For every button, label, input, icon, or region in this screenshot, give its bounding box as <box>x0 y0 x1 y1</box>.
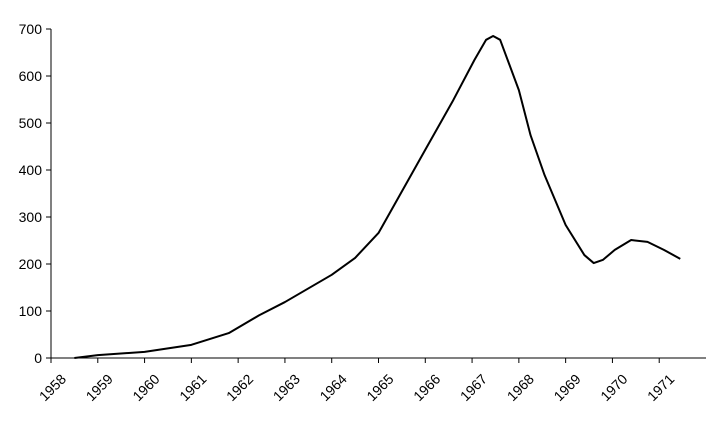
x-tick-label: 1963 <box>270 371 303 404</box>
y-tick-label: 600 <box>19 68 43 84</box>
y-tick-label: 400 <box>19 162 43 178</box>
x-tick-label: 1970 <box>597 371 630 404</box>
x-tick-label: 1966 <box>410 371 443 404</box>
y-tick-label: 200 <box>19 256 43 272</box>
x-tick-label: 1962 <box>223 371 256 404</box>
x-tick-label: 1969 <box>550 371 583 404</box>
x-tick-label: 1965 <box>363 371 396 404</box>
x-tick-label: 1971 <box>644 371 677 404</box>
line <box>74 35 681 359</box>
x-tick-label: 1967 <box>457 371 490 404</box>
x-tick-label: 1958 <box>36 371 69 404</box>
y-tick-label: 500 <box>19 115 43 131</box>
y-tick-label: 0 <box>34 350 42 366</box>
x-tick-label: 1961 <box>176 371 209 404</box>
y-tick-label: 100 <box>19 303 43 319</box>
x-tick-label: 1964 <box>316 371 349 404</box>
y-tick-label: 300 <box>19 209 43 225</box>
y-tick-label: 700 <box>19 21 43 37</box>
x-tick-label: 1960 <box>129 371 162 404</box>
x-tick-label: 1959 <box>83 371 116 404</box>
x-tick-label: 1968 <box>504 371 537 404</box>
